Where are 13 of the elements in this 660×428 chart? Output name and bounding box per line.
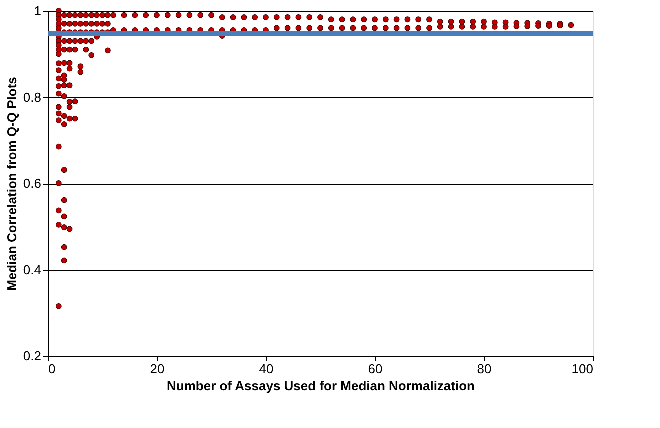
x-tick-label: 100 (572, 362, 594, 376)
x-tick-label: 60 (368, 362, 383, 376)
x-tick-label: 80 (477, 362, 492, 376)
y-tick-label: 0.6 (23, 176, 42, 191)
x-tick-label: 0 (48, 362, 56, 376)
x-tick-label: 20 (150, 362, 165, 376)
y-axis-title: Median Correlation from Q-Q Plots (4, 77, 20, 291)
x-axis-title: Number of Assays Used for Median Normalization (167, 378, 476, 394)
y-tick-label: 0.4 (23, 262, 42, 278)
y-tick-label: 0.2 (23, 348, 42, 364)
y-tick-label: 0.8 (23, 90, 42, 105)
y-tick-label: 1 (34, 4, 42, 18)
x-tick-label: 40 (259, 362, 274, 376)
